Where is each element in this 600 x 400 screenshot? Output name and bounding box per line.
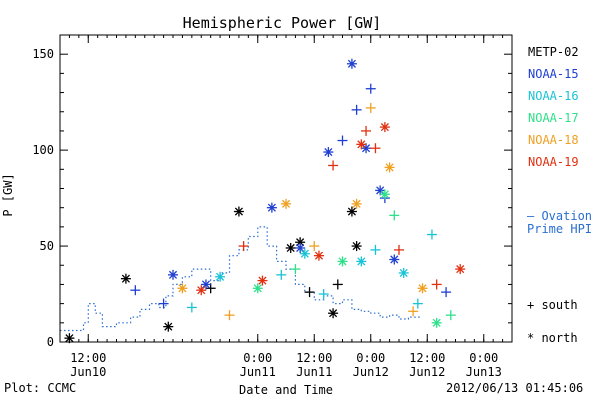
marker-metp-02-north	[285, 242, 296, 253]
legend-item-noaa-17: NOAA-17	[528, 111, 579, 125]
marker-noaa-19-south	[238, 241, 249, 252]
marker-noaa-19-north	[196, 285, 207, 296]
marker-noaa-18-south	[365, 102, 376, 113]
ovation-series	[60, 226, 421, 332]
legend-ovation-line2: Prime HPI	[527, 222, 592, 236]
x-tick-sublabel: Jun11	[240, 365, 276, 379]
marker-metp-02-north	[163, 321, 174, 332]
x-axis-label: Date and Time	[239, 383, 333, 397]
marker-noaa-18-north	[177, 283, 188, 294]
marker-noaa-15-south	[351, 104, 362, 115]
marker-metp-02-south	[304, 287, 315, 298]
marker-noaa-18-south	[224, 310, 235, 321]
marker-noaa-16-south	[276, 269, 287, 280]
x-tick-label: 12:00	[409, 351, 445, 365]
marker-noaa-18-north	[351, 198, 362, 209]
y-tick-label: 100	[32, 143, 54, 157]
marker-noaa-19-north	[379, 122, 390, 133]
marker-noaa-16-south	[426, 229, 437, 240]
legend-item-noaa-18: NOAA-18	[528, 133, 579, 147]
marker-noaa-15-north	[168, 269, 178, 280]
marker-noaa-19-north	[455, 264, 466, 275]
plot-axes: 05010015012:00Jun100:00Jun1112:00Jun110:…	[32, 34, 513, 379]
marker-noaa-15-south	[130, 285, 141, 296]
marker-noaa-19-south	[394, 244, 404, 255]
marker-noaa-16-north	[299, 248, 310, 259]
marker-noaa-17-north	[379, 189, 390, 200]
marker-noaa-16-south	[370, 244, 381, 255]
marker-noaa-17-north	[337, 256, 348, 267]
legend: METP-02 NOAA-15 NOAA-16 NOAA-17 NOAA-18 NOAA-…	[527, 45, 592, 345]
marker-noaa-19-north	[356, 139, 367, 150]
marker-noaa-15-north	[266, 202, 277, 213]
ovation-line	[60, 226, 421, 332]
marker-noaa-19-south	[431, 279, 442, 290]
x-tick-label: 0:00	[356, 351, 385, 365]
x-tick-label: 0:00	[469, 351, 498, 365]
satellite-markers	[64, 58, 466, 344]
legend-item-noaa-16: NOAA-16	[528, 89, 579, 103]
marker-noaa-15-south	[158, 298, 169, 309]
marker-noaa-18-north	[384, 162, 395, 173]
marker-noaa-19-north	[257, 275, 268, 286]
marker-noaa-15-north	[389, 254, 400, 265]
marker-noaa-16-north	[398, 267, 409, 278]
legend-item-noaa-15: NOAA-15	[528, 67, 579, 81]
marker-noaa-16-north	[215, 271, 226, 282]
marker-metp-02-north	[346, 206, 357, 217]
legend-marker-south: + south	[527, 298, 578, 312]
plot-credit: Plot: CCMC	[4, 381, 77, 395]
plot-frame	[59, 34, 513, 343]
x-tick-sublabel: Jun10	[70, 365, 106, 379]
y-tick-label: 150	[32, 47, 54, 61]
x-tick-sublabel: Jun11	[296, 365, 332, 379]
marker-noaa-18-north	[281, 198, 291, 209]
marker-noaa-17-south	[389, 210, 400, 221]
marker-noaa-15-south	[337, 135, 348, 146]
marker-noaa-15-north	[346, 58, 357, 69]
marker-metp-02-south	[332, 279, 343, 290]
marker-noaa-15-south	[365, 83, 376, 94]
marker-noaa-15-north	[200, 279, 211, 290]
marker-noaa-19-north	[313, 250, 324, 261]
marker-noaa-19-south	[328, 160, 339, 171]
marker-noaa-19-south	[370, 143, 381, 154]
marker-noaa-16-north	[356, 256, 367, 267]
marker-noaa-16-south	[412, 298, 423, 309]
marker-metp-02-north	[328, 308, 339, 319]
marker-noaa-17-north	[431, 317, 442, 328]
legend-marker-north: * north	[527, 331, 578, 345]
marker-metp-02-north	[351, 241, 362, 252]
x-tick-label: 0:00	[243, 351, 272, 365]
marker-metp-02-north	[120, 273, 131, 284]
legend-ovation-line1: — Ovation	[527, 209, 592, 223]
marker-noaa-18-south	[408, 306, 419, 317]
marker-noaa-15-north	[323, 147, 334, 158]
plot-timestamp: 2012/06/13 01:45:06	[446, 381, 584, 395]
marker-noaa-18-south	[309, 241, 320, 252]
marker-noaa-15-south	[441, 287, 452, 298]
marker-metp-02-north	[233, 206, 244, 217]
x-tick-label: 12:00	[296, 351, 332, 365]
marker-noaa-15-north	[295, 242, 306, 253]
y-axis-label: P [GW]	[1, 173, 15, 216]
marker-noaa-16-south	[186, 302, 197, 313]
chart-title: Hemispheric Power [GW]	[183, 14, 382, 32]
x-tick-sublabel: Jun12	[409, 365, 445, 379]
marker-noaa-19-south	[361, 125, 372, 136]
marker-noaa-17-south	[290, 264, 301, 275]
legend-item-noaa-19: NOAA-19	[528, 155, 579, 169]
y-tick-label: 50	[40, 239, 54, 253]
x-tick-sublabel: Jun12	[353, 365, 389, 379]
marker-noaa-16-south	[318, 289, 329, 300]
y-tick-label: 0	[47, 335, 54, 349]
marker-noaa-17-north	[252, 283, 263, 294]
x-tick-sublabel: Jun13	[466, 365, 502, 379]
marker-noaa-17-south	[445, 310, 456, 321]
marker-noaa-18-north	[417, 283, 428, 294]
legend-item-metp-02: METP-02	[528, 45, 579, 59]
x-tick-label: 12:00	[70, 351, 106, 365]
